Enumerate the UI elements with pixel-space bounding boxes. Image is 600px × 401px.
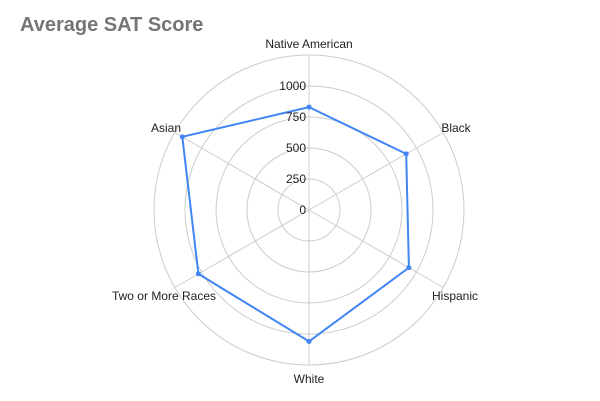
grid-spoke — [308, 132, 444, 211]
category-label: Asian — [151, 121, 181, 135]
grid-spoke — [174, 132, 310, 211]
data-point — [403, 151, 409, 157]
data-point — [306, 104, 312, 110]
category-label: Native American — [265, 37, 352, 51]
data-point — [306, 338, 312, 344]
category-label: White — [294, 372, 325, 386]
chart-title: Average SAT Score — [20, 14, 204, 36]
grid-layer — [153, 54, 465, 366]
tick-label: 0 — [299, 203, 306, 217]
category-label: Black — [441, 121, 471, 135]
category-label: Two or More Races — [112, 289, 216, 303]
category-label: Hispanic — [432, 289, 478, 303]
data-point — [179, 134, 185, 140]
tick-label: 1000 — [279, 79, 306, 93]
tick-label: 500 — [286, 141, 306, 155]
data-point — [195, 271, 201, 277]
tick-label: 750 — [286, 110, 306, 124]
series-layer — [179, 104, 412, 344]
tick-label: 250 — [286, 172, 306, 186]
grid-spoke — [308, 209, 444, 288]
data-point — [406, 265, 412, 271]
label-layer: 0 250 500 750 1000 Native American Black Hispan… — [112, 37, 478, 386]
